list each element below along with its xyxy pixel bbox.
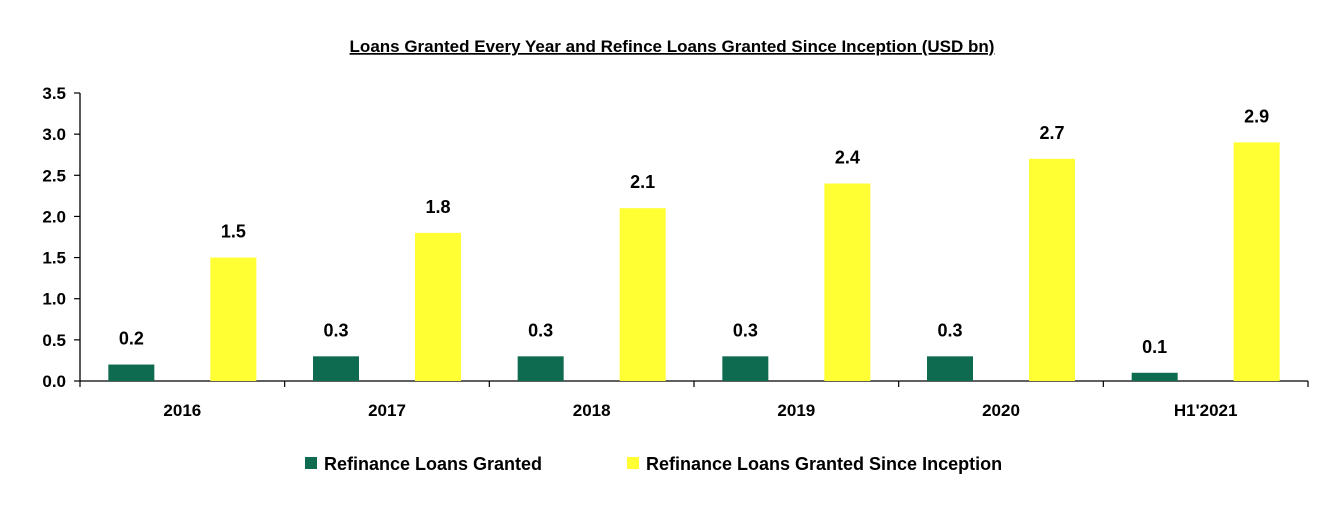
bar-refinance-loans-granted-4: [927, 356, 973, 381]
bar-refinance-loans-granted-3: [722, 356, 769, 381]
x-tick-label: 2019: [777, 401, 815, 420]
data-label: 2.9: [1244, 106, 1269, 126]
bar-since-inception-1: [415, 232, 461, 381]
legend-label: Refinance Loans Granted: [324, 454, 542, 474]
y-tick-label: 3.0: [42, 125, 66, 144]
data-labels: 0.2 0.3 0.3 0.3 0.3 0.1 1.5 1.8 2.1 2.4 2.7 2.9: [119, 106, 1269, 356]
data-label: 0.3: [733, 320, 758, 340]
bar-refinance-loans-granted-2: [517, 356, 564, 381]
legend-label: Refinance Loans Granted Since Inception: [646, 454, 1002, 474]
legend-swatch: [627, 457, 639, 469]
data-label: 2.4: [835, 148, 860, 168]
x-tick-label: 2017: [368, 401, 406, 420]
bar-since-inception-2: [619, 208, 666, 381]
axes: 0.0 0.5 1.0 1.5 2.0 2.5 3.0 3.5 2016 2017 2018 2019…: [42, 84, 1309, 420]
data-label: 1.5: [221, 222, 246, 242]
y-tick-label: 1.5: [42, 249, 66, 268]
data-label: 0.3: [323, 320, 348, 340]
y-tick-label: 2.0: [42, 207, 66, 226]
y-tick-label: 1.0: [42, 290, 66, 309]
x-tick-label: 2018: [573, 401, 611, 420]
data-label: 0.2: [119, 329, 144, 349]
bar-since-inception-3: [824, 183, 871, 381]
bar-since-inception-0: [210, 257, 257, 381]
bars: [108, 142, 1280, 381]
data-label: 1.8: [425, 197, 450, 217]
y-tick-label: 3.5: [42, 84, 66, 103]
data-label: 0.1: [1142, 337, 1167, 357]
x-tick-label: H1'2021: [1174, 401, 1238, 420]
chart-title: Loans Granted Every Year and Refince Loa…: [350, 37, 995, 56]
data-label: 2.1: [630, 172, 655, 192]
bar-refinance-loans-granted-1: [313, 356, 359, 381]
x-tick-label: 2016: [163, 401, 201, 420]
bar-refinance-loans-granted-5: [1131, 372, 1178, 381]
data-label: 2.7: [1039, 123, 1064, 143]
legend: Refinance Loans Granted Refinance Loans G…: [305, 454, 1002, 474]
legend-swatch: [305, 457, 317, 469]
data-label: 0.3: [528, 320, 553, 340]
bar-since-inception-5: [1233, 142, 1280, 381]
y-tick-label: 2.5: [42, 166, 66, 185]
y-tick-label: 0.5: [42, 331, 66, 350]
x-tick-label: 2020: [982, 401, 1020, 420]
bar-since-inception-4: [1029, 158, 1075, 381]
data-label: 0.3: [937, 320, 962, 340]
y-tick-label: 0.0: [42, 372, 66, 391]
bar-refinance-loans-granted-0: [108, 364, 155, 381]
